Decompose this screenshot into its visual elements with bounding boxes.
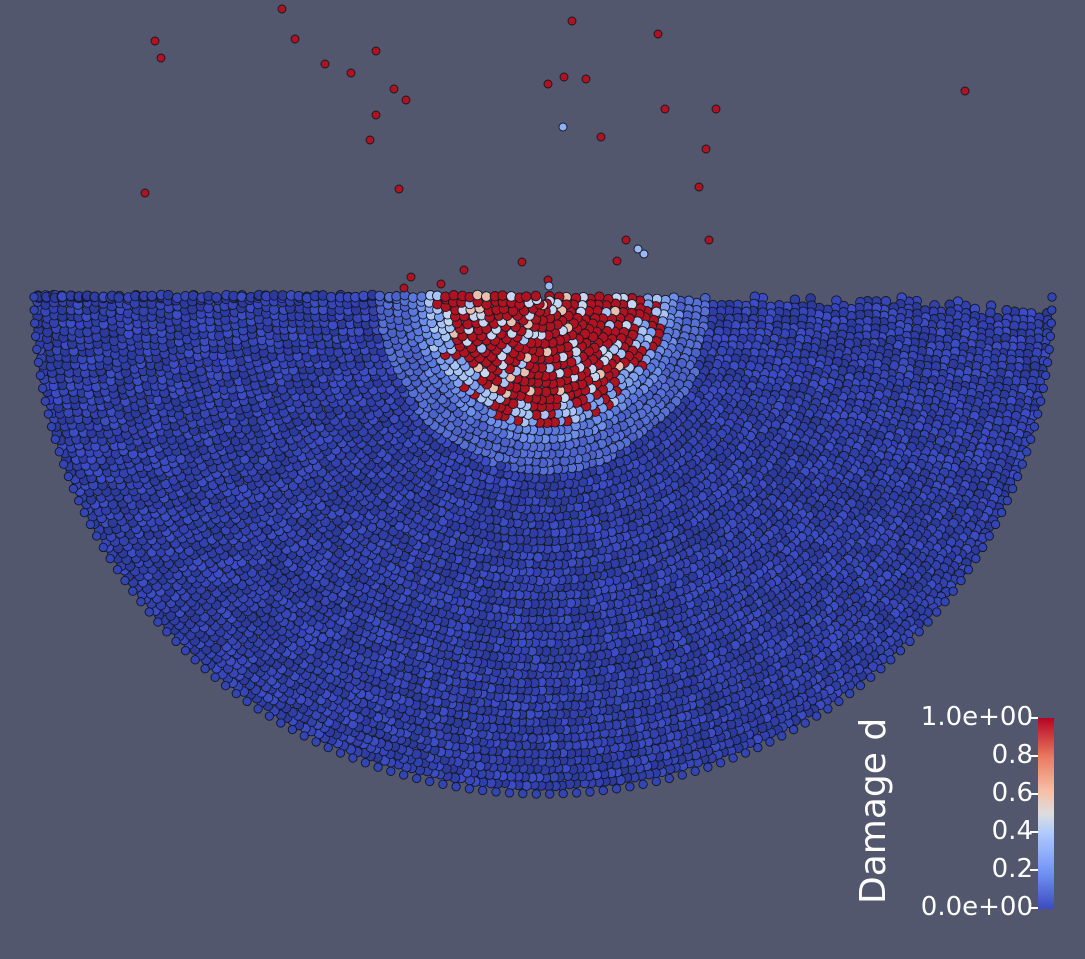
particle <box>512 669 524 680</box>
particle <box>113 292 124 303</box>
particle <box>912 315 923 326</box>
particle <box>195 365 206 377</box>
particle <box>146 290 158 302</box>
particle <box>211 292 222 303</box>
particle <box>210 642 222 654</box>
particle <box>869 329 881 340</box>
particle <box>985 307 996 318</box>
particle <box>283 658 295 669</box>
particle <box>862 644 874 655</box>
particle <box>213 330 225 341</box>
particle <box>601 752 612 764</box>
particle <box>880 296 892 307</box>
